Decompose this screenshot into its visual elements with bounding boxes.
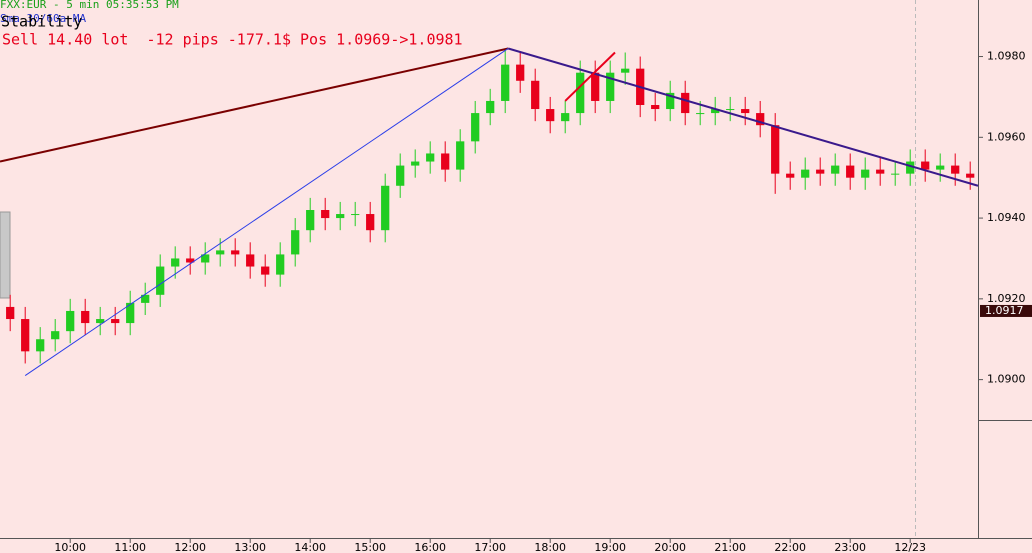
candle-body bbox=[771, 125, 780, 174]
candle-body bbox=[186, 258, 195, 263]
candle-body bbox=[846, 165, 855, 178]
candle-body bbox=[306, 210, 315, 231]
candle-body bbox=[381, 185, 390, 231]
y-tick-label: 1.0940 bbox=[987, 211, 1026, 224]
y-tick-label: 1.0900 bbox=[987, 373, 1026, 386]
position-label: Sell 14.40 lot -12 pips -177.1$ Pos 1.09… bbox=[2, 31, 463, 49]
candle-body bbox=[756, 113, 765, 126]
trendline bbox=[24, 48, 509, 376]
candle-body bbox=[501, 64, 510, 101]
candle-body bbox=[396, 165, 405, 186]
x-tick-label: 23:00 bbox=[834, 541, 866, 553]
candle-body bbox=[651, 105, 660, 110]
candle-body bbox=[111, 319, 120, 324]
x-tick-label: 12:00 bbox=[174, 541, 206, 553]
y-tick-label: 1.0980 bbox=[987, 50, 1026, 63]
candle-body bbox=[726, 109, 735, 111]
candle-body bbox=[531, 80, 540, 110]
candle-body bbox=[321, 210, 330, 219]
x-tick-label: 11:00 bbox=[114, 541, 146, 553]
candle-body bbox=[366, 214, 375, 231]
candle-body bbox=[126, 302, 135, 324]
x-tick-label: 14:00 bbox=[294, 541, 326, 553]
candle-body bbox=[546, 109, 555, 122]
y-tick-label: 1.0960 bbox=[987, 130, 1026, 143]
trendline bbox=[564, 51, 616, 102]
candle-body bbox=[906, 161, 915, 174]
candle-body bbox=[891, 173, 900, 175]
candle-body bbox=[801, 169, 810, 178]
ma-label: Sma 30/60a MA bbox=[0, 12, 86, 25]
candle-body bbox=[351, 214, 360, 216]
candle-body bbox=[951, 165, 960, 174]
candle-body bbox=[831, 165, 840, 174]
last-price-label: 1.0917 bbox=[985, 304, 1024, 317]
candle-body bbox=[966, 173, 975, 178]
candle-body bbox=[516, 64, 525, 81]
candle-body bbox=[141, 294, 150, 303]
candle-body bbox=[561, 113, 570, 122]
y-tick-label: 1.0920 bbox=[987, 292, 1026, 305]
candle-body bbox=[456, 141, 465, 170]
candle-body bbox=[156, 266, 165, 295]
candle-body bbox=[216, 250, 225, 255]
candle-body bbox=[816, 169, 825, 174]
x-tick-label: 22:00 bbox=[774, 541, 806, 553]
candle-body bbox=[36, 339, 45, 352]
candle-body bbox=[471, 113, 480, 142]
study-label: Stability bbox=[1, 13, 82, 31]
x-tick-label: 10:00 bbox=[54, 541, 86, 553]
candle-body bbox=[51, 331, 60, 340]
candle-body bbox=[426, 153, 435, 162]
candle-body bbox=[411, 161, 420, 166]
candle-body bbox=[6, 306, 15, 320]
candle-body bbox=[201, 254, 210, 263]
trendline bbox=[0, 47, 509, 163]
candle-body bbox=[786, 173, 795, 178]
candle-body bbox=[21, 319, 30, 352]
candle-body bbox=[861, 169, 870, 178]
candle-body bbox=[936, 165, 945, 170]
x-tick-label: 21:00 bbox=[714, 541, 746, 553]
candle-body bbox=[171, 258, 180, 267]
x-tick-label: 17:00 bbox=[474, 541, 506, 553]
candle-body bbox=[291, 230, 300, 255]
x-tick-label: 19:00 bbox=[594, 541, 626, 553]
trendline bbox=[507, 47, 979, 187]
x-tick-label: 16:00 bbox=[414, 541, 446, 553]
candle-body bbox=[486, 100, 495, 114]
candle-body bbox=[621, 68, 630, 73]
candle-body bbox=[96, 319, 105, 324]
scroll-handle[interactable] bbox=[0, 211, 11, 299]
candle-body bbox=[231, 250, 240, 255]
candle-body bbox=[66, 310, 75, 332]
candle-body bbox=[81, 310, 90, 324]
candle-body bbox=[666, 92, 675, 110]
candle-body bbox=[606, 72, 615, 101]
candle-body bbox=[576, 72, 585, 114]
plot bbox=[0, 47, 979, 376]
candle-body bbox=[876, 169, 885, 174]
candle-body bbox=[246, 254, 255, 267]
candle-body bbox=[441, 153, 450, 170]
candle-body bbox=[711, 109, 720, 114]
x-tick-label: 12/23 bbox=[894, 541, 926, 553]
candle-body bbox=[696, 113, 705, 115]
candle-body bbox=[741, 109, 750, 114]
candle-body bbox=[276, 254, 285, 275]
candle-body bbox=[336, 214, 345, 219]
candle-body bbox=[681, 92, 690, 114]
symbol: FXX:EUR - 5 min 05:35:53 PM bbox=[0, 0, 179, 11]
x-tick-label: 13:00 bbox=[234, 541, 266, 553]
candle-body bbox=[591, 72, 600, 101]
candle-body bbox=[921, 161, 930, 170]
candle-body bbox=[261, 266, 270, 275]
x-tick-label: 15:00 bbox=[354, 541, 386, 553]
x-tick-label: 18:00 bbox=[534, 541, 566, 553]
last-price-box bbox=[980, 304, 1032, 317]
x-tick-label: 20:00 bbox=[654, 541, 686, 553]
